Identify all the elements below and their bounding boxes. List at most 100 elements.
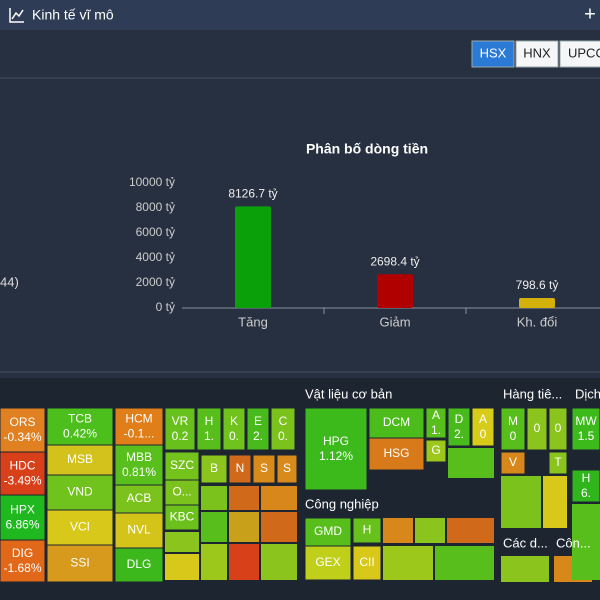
cell[interactable]: [200, 454, 228, 484]
cell[interactable]: [304, 545, 352, 581]
treemap-cell[interactable]: A0: [471, 407, 495, 447]
treemap-cell[interactable]: V: [500, 451, 526, 475]
treemap-cell[interactable]: K0.: [222, 407, 246, 451]
treemap-cell[interactable]: S: [252, 454, 276, 484]
treemap-cell[interactable]: VND: [46, 474, 114, 511]
cell[interactable]: [526, 407, 548, 451]
cell[interactable]: [114, 444, 164, 486]
cell[interactable]: [0, 407, 46, 453]
treemap-cell[interactable]: CII: [352, 545, 382, 581]
cell[interactable]: [246, 407, 270, 451]
cell[interactable]: [0, 494, 46, 541]
treemap-cell[interactable]: M0: [500, 407, 526, 451]
treemap-cell[interactable]: D2.: [447, 407, 471, 447]
cell[interactable]: [276, 454, 298, 484]
cell[interactable]: [304, 407, 368, 491]
cell[interactable]: [548, 451, 568, 475]
tab-label[interactable]: HNX: [523, 45, 551, 60]
treemap-cell[interactable]: A1.: [425, 407, 447, 439]
cell-change: -0.1...: [124, 427, 155, 441]
cell[interactable]: [114, 512, 164, 549]
cell[interactable]: [425, 407, 447, 439]
treemap-cell[interactable]: N: [228, 454, 252, 484]
cell[interactable]: [164, 451, 200, 481]
treemap-cell[interactable]: MSB: [46, 444, 114, 476]
cell[interactable]: [368, 407, 425, 439]
tab-label[interactable]: HSX: [480, 45, 507, 60]
add-button[interactable]: +: [584, 3, 596, 25]
treemap-cell[interactable]: H: [352, 517, 382, 544]
treemap-cell[interactable]: DIG-1.68%: [0, 539, 46, 583]
cell[interactable]: [46, 544, 114, 583]
treemap-cell[interactable]: MW1.5: [571, 407, 600, 451]
treemap-cell[interactable]: C0.: [270, 407, 296, 451]
treemap-cell[interactable]: GMD: [304, 517, 352, 547]
treemap-cell[interactable]: ACB: [114, 484, 164, 514]
treemap-cell[interactable]: S: [276, 454, 298, 484]
treemap-cell[interactable]: O...: [164, 479, 200, 506]
cell: [415, 518, 445, 543]
cell[interactable]: [46, 444, 114, 476]
cell[interactable]: [114, 407, 164, 446]
treemap-cell[interactable]: ORS-0.34%: [0, 407, 46, 453]
treemap-cell[interactable]: NVL: [114, 512, 164, 549]
cell[interactable]: [571, 469, 600, 503]
sector-title: Dịch: [575, 386, 600, 401]
cell[interactable]: [0, 451, 46, 496]
treemap-cell[interactable]: H6.: [571, 469, 600, 503]
treemap-cell[interactable]: GEX: [304, 545, 352, 581]
cell[interactable]: [352, 517, 382, 544]
cell[interactable]: [500, 407, 526, 451]
cell-label: G: [431, 443, 440, 457]
treemap-cell[interactable]: HSG: [368, 437, 425, 471]
treemap-cell[interactable]: KBC: [164, 504, 200, 531]
cell[interactable]: [425, 439, 447, 463]
treemap-cell[interactable]: DCM: [368, 407, 425, 439]
cell[interactable]: [352, 545, 382, 581]
cell[interactable]: [471, 407, 495, 447]
treemap-cell[interactable]: HDC-3.49%: [0, 451, 46, 496]
cell[interactable]: [548, 407, 568, 451]
treemap-cell[interactable]: HCM-0.1...: [114, 407, 164, 446]
treemap-cell[interactable]: SSI: [46, 544, 114, 583]
cell[interactable]: [500, 451, 526, 475]
treemap-cell[interactable]: VCI: [46, 509, 114, 546]
cell-label: VR: [172, 414, 189, 428]
treemap-cell[interactable]: 0: [548, 407, 568, 451]
tab[interactable]: [515, 40, 559, 68]
cell[interactable]: [270, 407, 296, 451]
cell[interactable]: [447, 407, 471, 447]
cell[interactable]: [114, 547, 164, 583]
cell-label: V: [509, 455, 517, 469]
cell[interactable]: [196, 407, 222, 451]
tab-label[interactable]: UPCOM: [568, 45, 600, 60]
treemap-cell[interactable]: E2.: [246, 407, 270, 451]
cell[interactable]: [46, 509, 114, 546]
treemap-cell[interactable]: 0: [526, 407, 548, 451]
cell[interactable]: [222, 407, 246, 451]
treemap-cell[interactable]: VR0.2: [164, 407, 196, 451]
cell[interactable]: [164, 479, 200, 506]
tab[interactable]: [559, 40, 600, 68]
treemap-cell[interactable]: H1.: [196, 407, 222, 451]
treemap-cell[interactable]: DLG: [114, 547, 164, 583]
cell[interactable]: [114, 484, 164, 514]
tab[interactable]: [471, 40, 515, 68]
treemap-cell[interactable]: B: [200, 454, 228, 484]
cell[interactable]: [252, 454, 276, 484]
cell[interactable]: [46, 474, 114, 511]
treemap-cell[interactable]: T: [548, 451, 568, 475]
cell[interactable]: [368, 437, 425, 471]
treemap-cell[interactable]: G: [425, 439, 447, 463]
cell[interactable]: [228, 454, 252, 484]
cell[interactable]: [46, 407, 114, 446]
cell[interactable]: [164, 504, 200, 531]
treemap-cell[interactable]: SZC: [164, 451, 200, 481]
cell[interactable]: [571, 407, 600, 451]
cell[interactable]: [164, 407, 196, 451]
cell[interactable]: [0, 539, 46, 583]
